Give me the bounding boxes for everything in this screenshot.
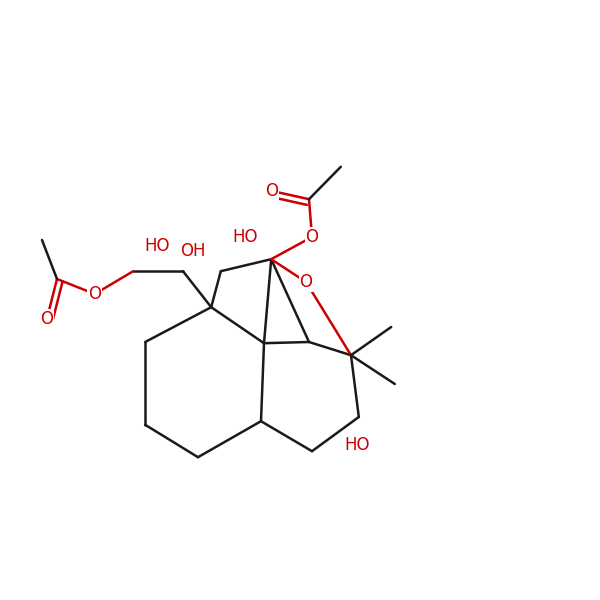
Text: HO: HO — [232, 228, 257, 246]
Text: HO: HO — [145, 237, 170, 255]
Text: HO: HO — [344, 436, 370, 454]
Text: O: O — [265, 182, 278, 200]
Text: O: O — [88, 285, 101, 303]
Text: O: O — [305, 228, 319, 246]
Text: O: O — [299, 273, 313, 291]
Text: OH: OH — [181, 242, 206, 260]
Text: O: O — [40, 310, 53, 328]
